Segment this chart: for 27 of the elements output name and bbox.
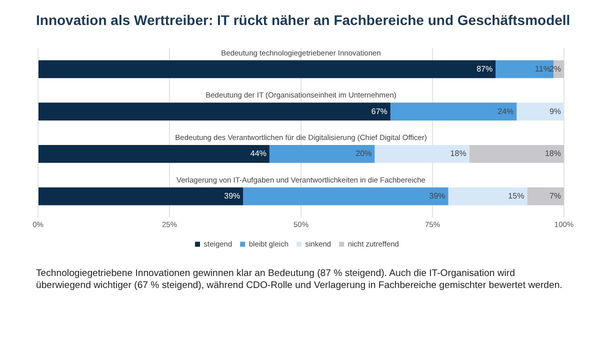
bar	[527, 187, 564, 206]
data-label: 39%	[429, 192, 446, 201]
data-label: 18%	[450, 149, 466, 158]
bar	[516, 102, 564, 120]
data-label: 15%	[508, 192, 524, 201]
data-label: 39%	[224, 192, 240, 201]
data-label: 20%	[356, 149, 372, 158]
chart-title: Innovation als Werttreiber: IT rückt näher an Fachbereiche und Geschäftsmodell	[36, 12, 570, 28]
bar	[38, 145, 270, 163]
bar	[374, 145, 470, 163]
bar	[390, 102, 517, 120]
bar	[469, 145, 564, 163]
bar	[38, 60, 496, 78]
data-label: 87%	[476, 64, 493, 74]
bar	[38, 187, 244, 206]
bar	[38, 102, 390, 120]
data-label: 11%	[535, 64, 550, 74]
data-label: 24%	[498, 106, 514, 116]
data-label: 18%	[544, 149, 561, 158]
bar	[269, 145, 375, 163]
bar	[448, 187, 528, 206]
data-label: 67%	[371, 106, 388, 116]
text: Technologiegetriebene Innovationen gewinnen klar an Bedeutung (87 % steigend). Auch die IT-Organisation wird überwiegend wichtiger (67 % steigend), während CDO-Rolle und Verlagerung in Fachbereiche gemischter bewertet werden.	[36, 268, 564, 292]
data-label: 9%	[549, 106, 561, 116]
data-label: 7%	[549, 192, 561, 201]
bar	[243, 187, 448, 206]
data-label: 44%	[250, 149, 266, 158]
